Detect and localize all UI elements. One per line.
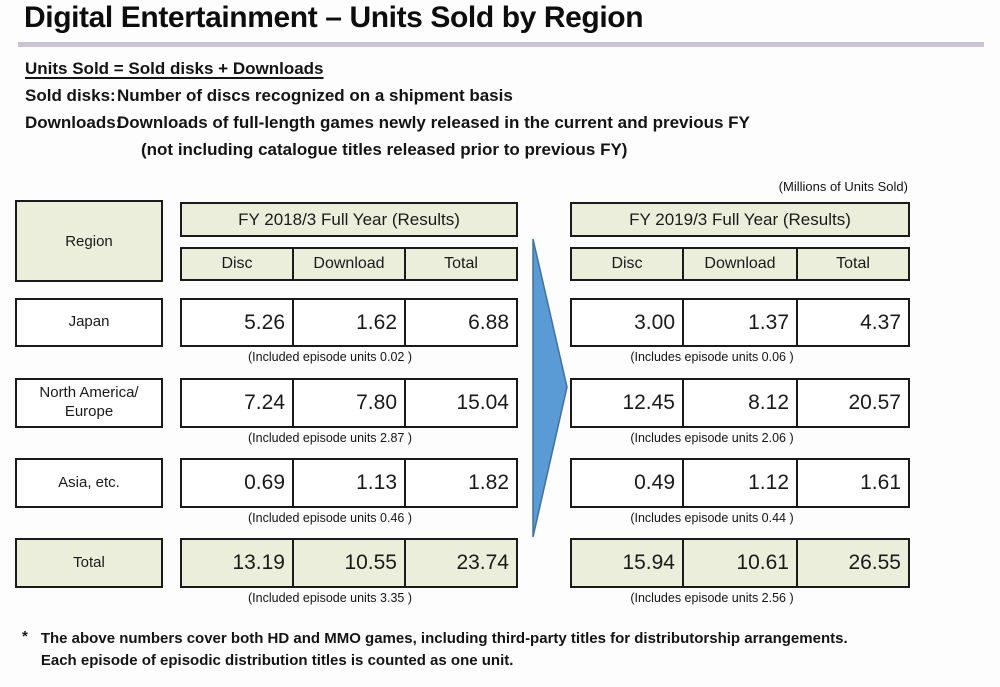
downloads-text: Downloads of full-length games newly rel… xyxy=(117,113,750,132)
fy2019-asia-download: 1.12 xyxy=(682,458,798,508)
fy2019-asia-note: (Includes episode units 0.44 ) xyxy=(630,511,794,525)
fy2018-asia-disc: 0.69 xyxy=(180,458,294,508)
fy2019-na-europe-values: 12.45 8.12 20.57 xyxy=(570,378,910,428)
fy2018-asia-note: (Included episode units 0.46 ) xyxy=(248,511,412,525)
fy2019-col-download: Download xyxy=(682,247,798,281)
fy2018-japan-download: 1.62 xyxy=(292,298,406,347)
fy2019-total-note: (Includes episode units 2.56 ) xyxy=(630,591,794,605)
definition-downloads-note: (not including catalogue titles released… xyxy=(141,140,628,159)
fy2018-asia-download: 1.13 xyxy=(292,458,406,508)
right-arrow-icon xyxy=(532,238,568,538)
definition-sold-disks: Sold disks:Number of discs recognized on… xyxy=(25,86,513,106)
footnote-line-1: The above numbers cover both HD and MMO … xyxy=(40,630,848,647)
region-cell-na-europe: North America/ Europe xyxy=(15,378,163,428)
fy2018-col-download: Download xyxy=(292,247,406,281)
sold-disks-text: Number of discs recognized on a shipment… xyxy=(117,86,513,105)
fy2019-header: FY 2019/3 Full Year (Results) xyxy=(570,202,910,237)
downloads-label: Downloads: xyxy=(25,113,122,132)
region-cell-asia: Asia, etc. xyxy=(15,458,163,508)
fy2018-na-europe-disc: 7.24 xyxy=(180,378,294,428)
fy2019-asia-total: 1.61 xyxy=(796,458,910,508)
fy2018-japan-disc: 5.26 xyxy=(180,298,294,347)
page-title: Digital Entertainment – Units Sold by Re… xyxy=(24,1,644,34)
footnote: * The above numbers cover both HD and MM… xyxy=(22,628,962,672)
sold-disks-label: Sold disks: xyxy=(25,86,116,105)
definition-units-sold: Units Sold = Sold disks + Downloads xyxy=(25,59,324,78)
fy2019-total-download: 10.61 xyxy=(682,538,798,588)
fy2019-total-values: 15.94 10.61 26.55 xyxy=(570,538,910,588)
fy2018-total-disc: 13.19 xyxy=(180,538,294,588)
region-cell-total: Total xyxy=(15,538,163,588)
fy2019-na-europe-note: (Includes episode units 2.06 ) xyxy=(630,431,794,445)
units-note: (Millions of Units Sold) xyxy=(778,179,908,194)
fy2019-asia-values: 0.49 1.12 1.61 xyxy=(570,458,910,508)
fy2019-japan-total: 4.37 xyxy=(796,298,910,347)
title-underline xyxy=(18,42,984,47)
fy2018-header: FY 2018/3 Full Year (Results) xyxy=(180,202,518,237)
fy2019-na-europe-total: 20.57 xyxy=(796,378,910,428)
region-cell-japan: Japan xyxy=(15,298,163,347)
footnote-asterisk: * xyxy=(22,628,28,645)
fy2018-na-europe-total: 15.04 xyxy=(404,378,518,428)
fy2019-japan-note: (Includes episode units 0.06 ) xyxy=(630,350,794,364)
fy2018-japan-total: 6.88 xyxy=(404,298,518,347)
fy2018-total-total: 23.74 xyxy=(404,538,518,588)
fy2019-col-disc: Disc xyxy=(570,247,684,281)
fy2018-asia-total: 1.82 xyxy=(404,458,518,508)
fy2018-subheader-row: Disc Download Total xyxy=(180,247,518,281)
fy2018-total-note: (Included episode units 3.35 ) xyxy=(248,591,412,605)
fy2019-japan-values: 3.00 1.37 4.37 xyxy=(570,298,910,347)
fy2019-na-europe-disc: 12.45 xyxy=(570,378,684,428)
fy2019-total-disc: 15.94 xyxy=(570,538,684,588)
footnote-lines: The above numbers cover both HD and MMO … xyxy=(41,628,848,672)
fy2019-col-total: Total xyxy=(796,247,910,281)
fy2019-na-europe-download: 8.12 xyxy=(682,378,798,428)
fy2019-japan-disc: 3.00 xyxy=(570,298,684,347)
fy2018-total-download: 10.55 xyxy=(292,538,406,588)
footnote-line-2: Each episode of episodic distribution ti… xyxy=(40,652,514,669)
fy2019-japan-download: 1.37 xyxy=(682,298,798,347)
fy2018-col-disc: Disc xyxy=(180,247,294,281)
fy2018-col-total: Total xyxy=(404,247,518,281)
fy2018-na-europe-note: (Included episode units 2.87 ) xyxy=(248,431,412,445)
fy2019-total-total: 26.55 xyxy=(796,538,910,588)
fy2018-japan-note: (Included episode units 0.02 ) xyxy=(248,350,412,364)
fy2018-na-europe-download: 7.80 xyxy=(292,378,406,428)
fy2019-asia-disc: 0.49 xyxy=(570,458,684,508)
definition-downloads: Downloads:Downloads of full-length games… xyxy=(25,113,750,133)
fy2018-na-europe-values: 7.24 7.80 15.04 xyxy=(180,378,518,428)
fy2018-japan-values: 5.26 1.62 6.88 xyxy=(180,298,518,347)
fy2019-subheader-row: Disc Download Total xyxy=(570,247,910,281)
fy2018-total-values: 13.19 10.55 23.74 xyxy=(180,538,518,588)
region-column-header: Region xyxy=(15,200,163,282)
fy2018-asia-values: 0.69 1.13 1.82 xyxy=(180,458,518,508)
